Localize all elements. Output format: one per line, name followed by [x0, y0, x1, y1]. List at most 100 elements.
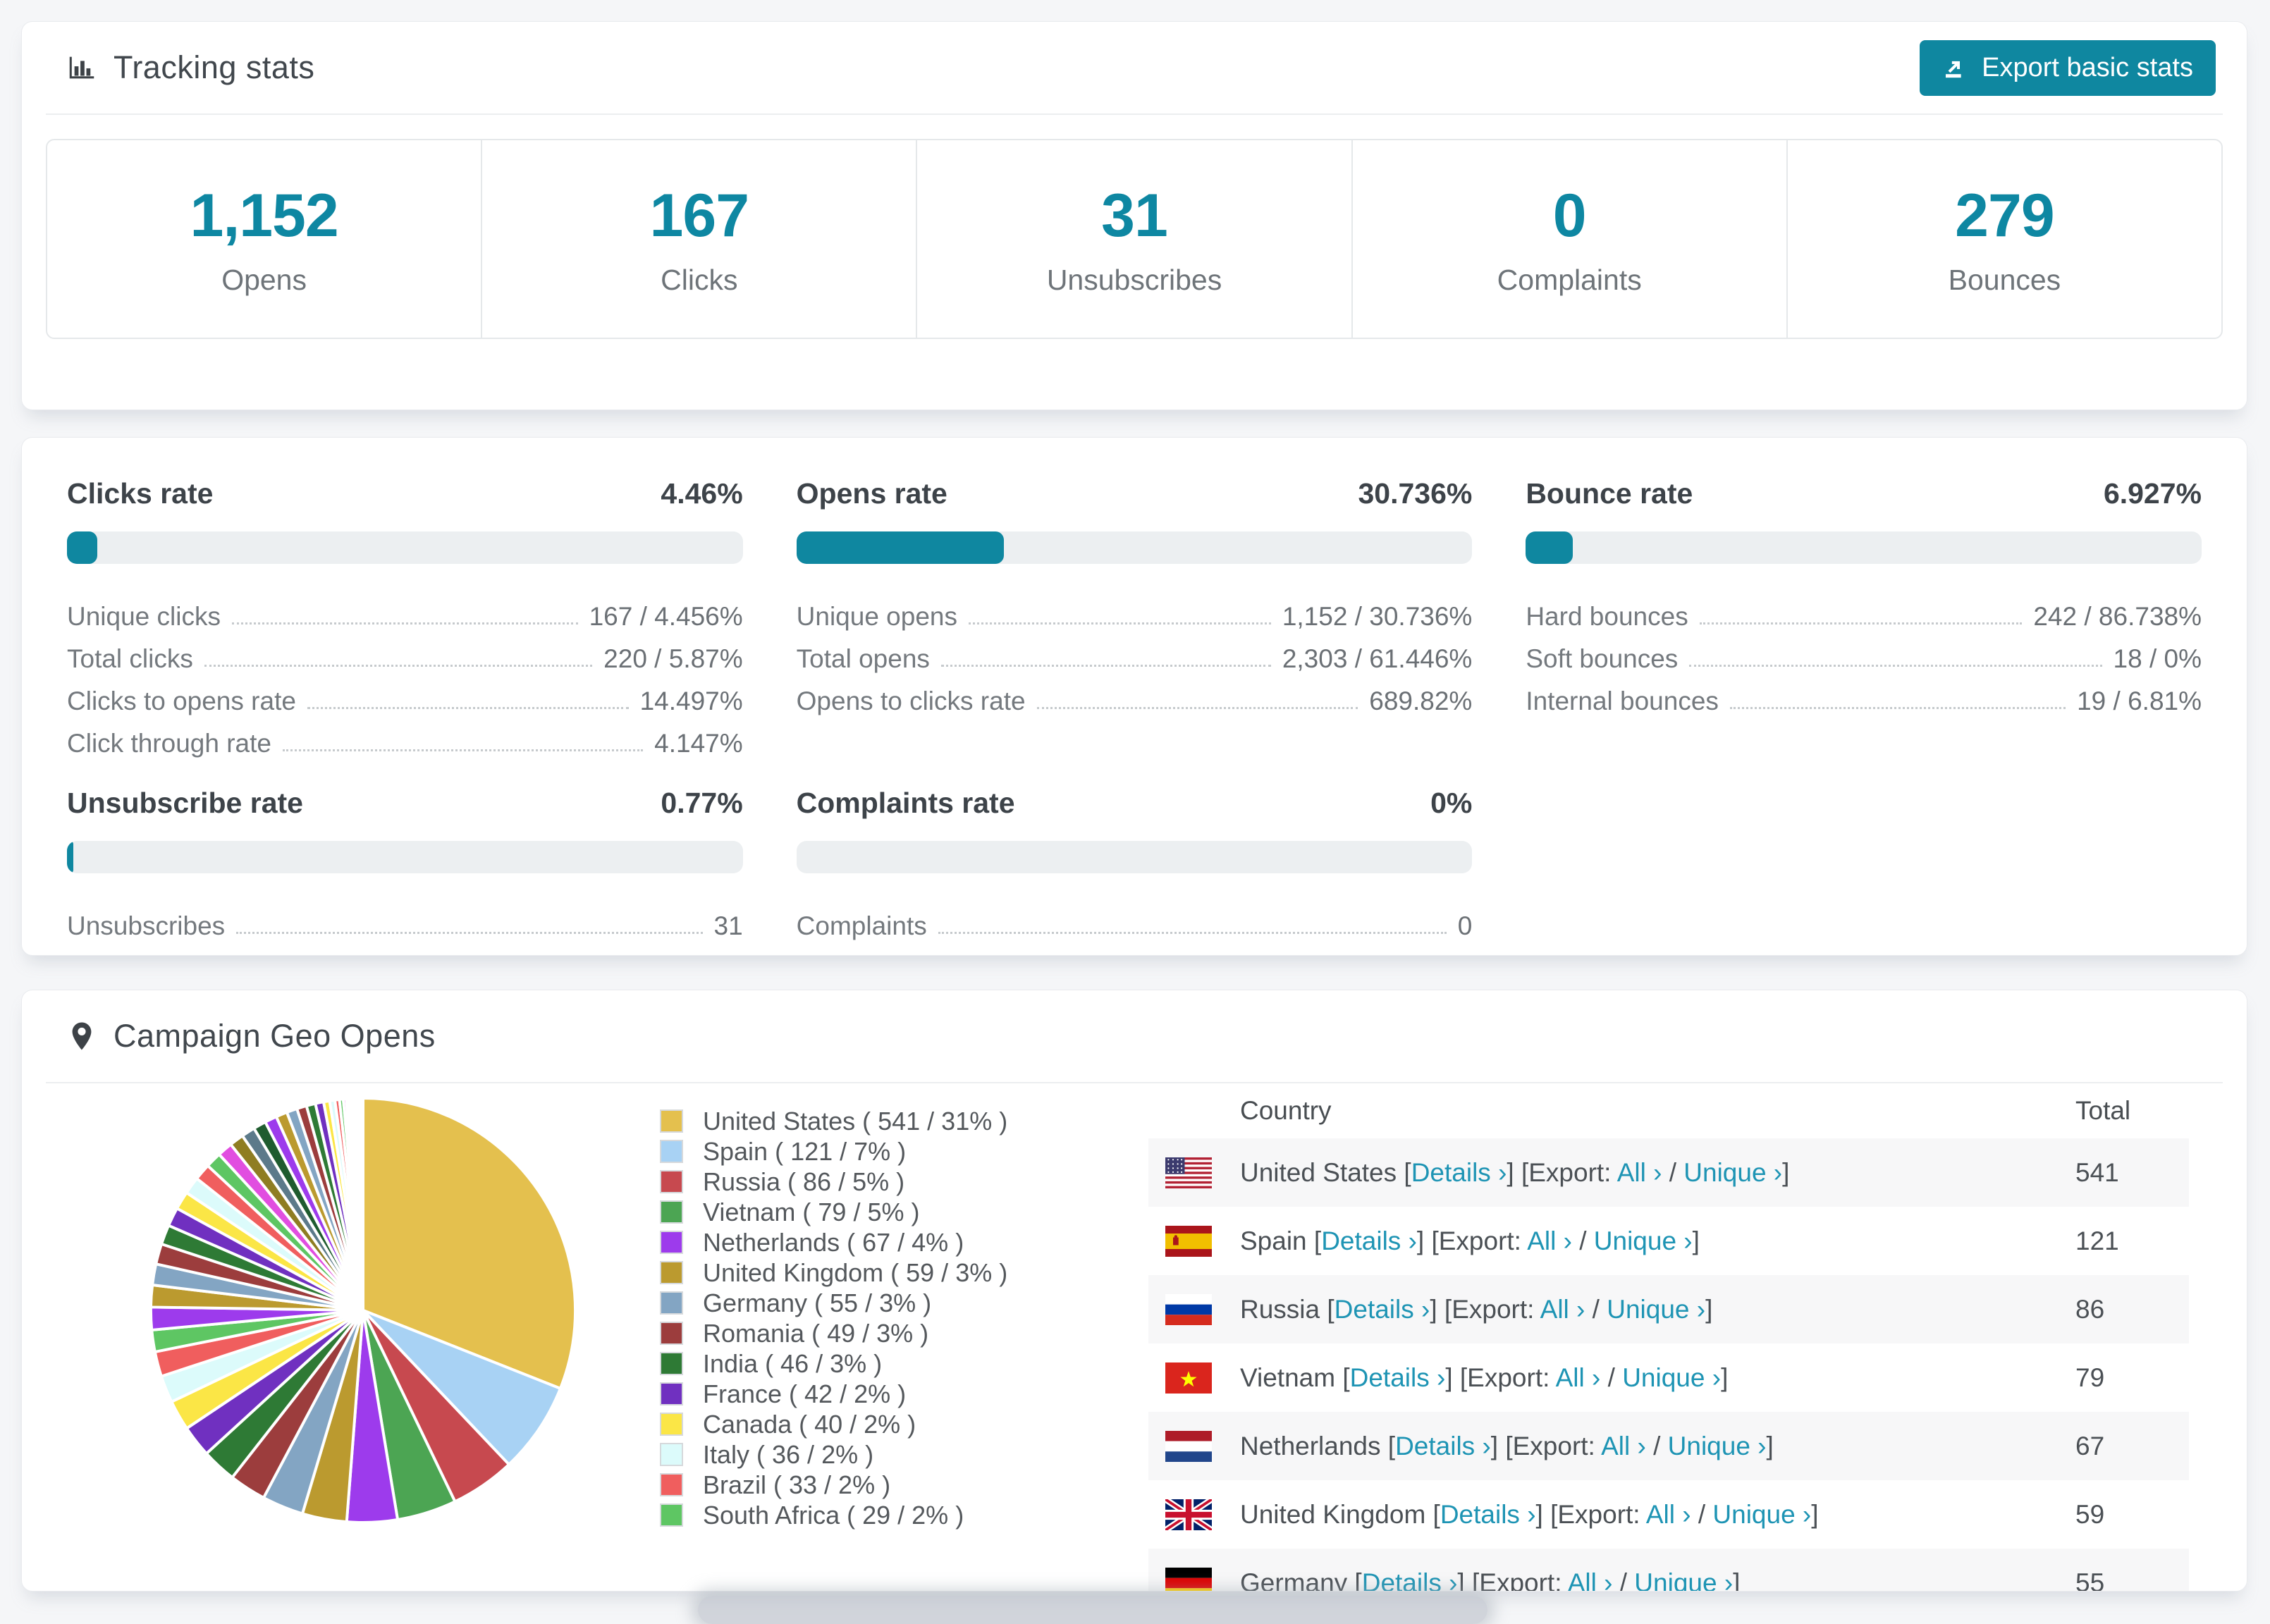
- legend-label: Brazil ( 33 / 2% ): [703, 1470, 891, 1499]
- legend-item-germany[interactable]: Germany ( 55 / 3% ): [660, 1288, 1007, 1318]
- bar-chart-icon: [69, 56, 94, 79]
- legend-item-brazil[interactable]: Brazil ( 33 / 2% ): [660, 1470, 1007, 1500]
- rate-percent-value: 30.736%: [1358, 477, 1473, 510]
- export-all-link[interactable]: All ›: [1540, 1294, 1585, 1324]
- details-link[interactable]: Details ›: [1321, 1226, 1417, 1255]
- legend-item-united-kingdom[interactable]: United Kingdom ( 59 / 3% ): [660, 1257, 1007, 1288]
- geo-opens-pie-chart[interactable]: [146, 1093, 580, 1527]
- rate-rows: Hard bounces 242 / 86.738% Soft bounces …: [1526, 589, 2202, 716]
- export-unique-link[interactable]: Unique ›: [1712, 1499, 1812, 1529]
- dotted-leader: [1036, 707, 1358, 709]
- export-unique-link[interactable]: Unique ›: [1683, 1157, 1783, 1187]
- legend-label: Canada ( 40 / 2% ): [703, 1409, 916, 1439]
- rates-card: Clicks rate 4.46% Unique clicks 167 / 4.…: [21, 437, 2247, 956]
- legend-item-united-states[interactable]: United States ( 541 / 31% ): [660, 1106, 1007, 1136]
- export-all-link[interactable]: All ›: [1527, 1226, 1572, 1255]
- export-basic-stats-button[interactable]: Export basic stats: [1920, 39, 2216, 96]
- stat-value: 1,152: [190, 182, 338, 250]
- legend-item-india[interactable]: India ( 46 / 3% ): [660, 1348, 1007, 1379]
- total-cell: 86: [2075, 1294, 2105, 1324]
- rate-rows: Unsubscribes 31: [67, 899, 743, 941]
- export-all-link[interactable]: All ›: [1616, 1157, 1662, 1187]
- export-unique-link[interactable]: Unique ›: [1593, 1226, 1693, 1255]
- legend-item-canada[interactable]: Canada ( 40 / 2% ): [660, 1409, 1007, 1439]
- stat-label: Bounces: [1948, 264, 2061, 296]
- legend-item-spain[interactable]: Spain ( 121 / 7% ): [660, 1136, 1007, 1167]
- rate-metric-row: Unsubscribes 31: [67, 899, 743, 941]
- export-unique-link[interactable]: Unique ›: [1667, 1431, 1767, 1460]
- legend-color-swatch: [660, 1140, 683, 1163]
- horizontal-scrollbar-thumb[interactable]: [698, 1596, 1487, 1624]
- legend-color-swatch: [660, 1291, 683, 1315]
- rate-block-complaints: Complaints rate 0% Complaints 0: [796, 787, 1473, 941]
- stat-cell-clicks: 167 Clicks: [481, 140, 916, 338]
- rate-block-opens: Opens rate 30.736% Unique opens 1,152 / …: [796, 477, 1473, 758]
- details-link[interactable]: Details ›: [1349, 1362, 1446, 1392]
- rate-title: Clicks rate: [67, 477, 214, 510]
- legend-item-france[interactable]: France ( 42 / 2% ): [660, 1379, 1007, 1409]
- rate-rows: Unique opens 1,152 / 30.736% Total opens…: [797, 589, 1473, 716]
- legend-item-netherlands[interactable]: Netherlands ( 67 / 4% ): [660, 1227, 1007, 1257]
- dotted-leader: [938, 932, 1447, 934]
- total-cell: 59: [2075, 1499, 2105, 1529]
- country-cell: Vietnam [Details ›] [Export: All › / Uni…: [1240, 1362, 1729, 1392]
- metric-value: 1,152 / 30.736%: [1282, 602, 1473, 631]
- total-cell: 79: [2075, 1362, 2105, 1392]
- legend-label: United States ( 541 / 31% ): [703, 1106, 1008, 1136]
- stat-label: Complaints: [1497, 264, 1642, 296]
- stat-value: 31: [1101, 182, 1168, 250]
- pie-slice-united-states[interactable]: [362, 1096, 577, 1390]
- pie-slice-spain[interactable]: [362, 1309, 562, 1466]
- pie-slice-other-42[interactable]: [360, 1096, 364, 1312]
- metric-label: Opens to clicks rate: [796, 687, 1026, 715]
- legend-item-romania[interactable]: Romania ( 49 / 3% ): [660, 1318, 1007, 1348]
- rate-title: Bounce rate: [1526, 477, 1693, 510]
- legend-item-italy[interactable]: Italy ( 36 / 2% ): [660, 1439, 1007, 1470]
- legend-item-south-africa[interactable]: South Africa ( 29 / 2% ): [660, 1500, 1007, 1530]
- export-all-link[interactable]: All ›: [1601, 1431, 1646, 1460]
- metric-label: Clicks to opens rate: [67, 687, 296, 715]
- export-button-label: Export basic stats: [1982, 52, 2193, 82]
- rate-block-bounce: Bounce rate 6.927% Hard bounces 242 / 86…: [1526, 477, 2202, 758]
- metric-label: Total opens: [796, 644, 930, 673]
- legend-label: France ( 42 / 2% ): [703, 1379, 907, 1408]
- legend-label: Romania ( 49 / 3% ): [703, 1318, 929, 1348]
- legend-color-swatch: [660, 1109, 683, 1133]
- metric-value: 31: [713, 911, 743, 940]
- rate-progress-track: [67, 841, 743, 873]
- details-link[interactable]: Details ›: [1440, 1499, 1536, 1529]
- dotted-leader: [307, 707, 629, 709]
- export-all-link[interactable]: All ›: [1567, 1568, 1613, 1592]
- geo-title: Campaign Geo Opens: [114, 1018, 436, 1054]
- rate-metric-row: Opens to clicks rate 689.82%: [797, 674, 1473, 716]
- rate-head: Complaints rate 0%: [797, 787, 1473, 820]
- export-all-link[interactable]: All ›: [1555, 1362, 1601, 1392]
- stat-label: Unsubscribes: [1046, 264, 1222, 296]
- dotted-leader: [236, 932, 703, 934]
- metric-label: Unique clicks: [67, 602, 221, 631]
- details-link[interactable]: Details ›: [1395, 1431, 1491, 1460]
- legend-item-vietnam[interactable]: Vietnam ( 79 / 5% ): [660, 1197, 1007, 1227]
- pie-legend: United States ( 541 / 31% ) Spain ( 121 …: [660, 1106, 1007, 1530]
- details-link[interactable]: Details ›: [1334, 1294, 1430, 1324]
- rate-percent-value: 0%: [1430, 787, 1473, 819]
- legend-label: Italy ( 36 / 2% ): [703, 1439, 874, 1469]
- export-all-link[interactable]: All ›: [1645, 1499, 1691, 1529]
- country-cell: United Kingdom [Details ›] [Export: All …: [1240, 1499, 1819, 1529]
- rate-rows: Complaints 0: [797, 899, 1473, 941]
- dotted-leader: [204, 665, 593, 667]
- legend-item-russia[interactable]: Russia ( 86 / 5% ): [660, 1167, 1007, 1197]
- export-unique-link[interactable]: Unique ›: [1622, 1362, 1722, 1392]
- total-cell: 121: [2075, 1226, 2119, 1255]
- flag-ru-icon: [1165, 1293, 1212, 1325]
- export-unique-link[interactable]: Unique ›: [1634, 1568, 1734, 1592]
- total-cell: 55: [2075, 1568, 2105, 1592]
- country-cell: Spain [Details ›] [Export: All › / Uniqu…: [1240, 1226, 1700, 1255]
- details-link[interactable]: Details ›: [1361, 1568, 1458, 1592]
- rate-progress-track: [796, 841, 1473, 873]
- legend-color-swatch: [660, 1231, 683, 1254]
- details-link[interactable]: Details ›: [1411, 1157, 1507, 1187]
- export-unique-link[interactable]: Unique ›: [1607, 1294, 1706, 1324]
- metric-value: 220 / 5.87%: [603, 644, 743, 673]
- metric-value: 689.82%: [1369, 687, 1473, 715]
